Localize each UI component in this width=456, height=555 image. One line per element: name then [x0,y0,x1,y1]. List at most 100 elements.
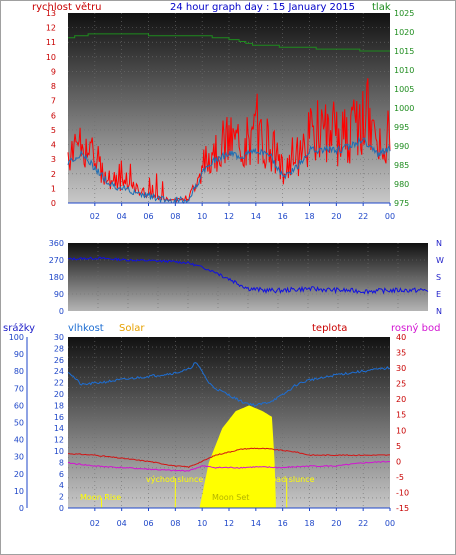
pressure-tick: 1000 [394,104,414,113]
direction-compass-tick: N [436,307,442,316]
wind-speed-label: rychlost větru [32,1,102,13]
x-tick-label: 00 [385,519,395,528]
sunset-label: západ slunce [262,475,315,484]
pressure-tick: 1020 [394,28,414,37]
direction-degree-tick: 180 [49,273,64,282]
x-tick-label: 04 [117,212,127,221]
humidity-tick: 16 [54,413,64,422]
pressure-series [68,33,390,52]
direction-compass-tick: W [436,256,444,265]
solar-label: Solar [119,323,145,334]
humidity-tick: 2 [59,493,64,502]
temperature-tick: 40 [396,333,406,342]
wind-speed-tick: 5 [51,126,56,135]
direction-compass-tick: S [436,273,441,282]
x-tick-label: 20 [331,519,341,528]
wind-speed-tick: 0 [51,199,56,208]
chart-marks [67,33,429,508]
solar-area [199,405,276,508]
humidity-tick: 10 [54,447,64,456]
x-tick-label: 18 [304,212,314,221]
wind-speed-tick: 12 [46,24,56,33]
wind-speed-series [67,78,391,203]
precip-tick: 50 [14,419,24,428]
precip-tick: 10 [14,487,24,496]
x-tick-label: 06 [143,212,153,221]
pressure-tick: 1005 [394,85,414,94]
x-tick-label: 20 [331,212,341,221]
humidity-tick: 20 [54,390,64,399]
wind-speed-tick: 4 [51,141,56,150]
pressure-tick: 995 [394,123,409,132]
temperature-tick: -10 [396,488,409,497]
x-tick-label: 00 [385,212,395,221]
humidity-tick: 12 [54,436,64,445]
wind-speed-tick: 8 [51,82,56,91]
precip-tick: 80 [14,367,24,376]
x-tick-label: 10 [197,519,207,528]
humidity-label: vlhkost [68,323,104,334]
x-tick-label: 22 [358,212,368,221]
pressure-tick: 990 [394,142,409,151]
direction-compass-tick: E [436,290,441,299]
temperature-tick: 5 [396,442,401,451]
temperature-tick: 0 [396,457,401,466]
humidity-tick: 0 [59,504,64,513]
humidity-tick: 8 [59,458,64,467]
pressure-tick: 1015 [394,47,414,56]
wind-direction-series [67,256,429,295]
sunrise-label: východ slunce [146,475,203,484]
x-tick-label: 02 [90,212,100,221]
precip-tick: 40 [14,436,24,445]
pressure-tick: 1010 [394,66,414,75]
x-tick-label: 02 [90,519,100,528]
wind-speed-tick: 13 [46,9,56,18]
x-tick-label: 08 [170,212,180,221]
dewpoint-label: rosný bod [391,322,440,334]
precip-tick: 70 [14,384,24,393]
x-tick-label: 14 [251,212,261,221]
direction-degree-tick: 90 [54,290,64,299]
x-tick-label: 08 [170,519,180,528]
precip-tick: 20 [14,470,24,479]
pressure-tick: 980 [394,180,409,189]
temperature-tick: 35 [396,349,406,358]
moon-set-label: Moon Set [212,493,249,502]
precip-tick: 0 [19,504,24,513]
x-tick-label: 14 [251,519,261,528]
pressure-label: tlak [372,2,391,13]
dewpoint-series [68,460,391,472]
x-tick-label: 18 [304,519,314,528]
humidity-tick: 18 [54,401,64,410]
precip-tick: 30 [14,453,24,462]
wind-speed-tick: 10 [46,53,56,62]
direction-compass-tick: N [436,239,442,248]
temperature-tick: 30 [396,364,406,373]
temperature-tick: 10 [396,426,406,435]
chart-title: 24 hour graph day : 15 January 2015 [170,2,355,13]
humidity-tick: 24 [54,367,64,376]
x-tick-label: 22 [358,519,368,528]
temperature-tick: 20 [396,395,406,404]
humidity-series [67,362,391,408]
x-tick-label: 16 [278,519,288,528]
wind-speed-tick: 6 [51,111,56,120]
wind-speed-tick: 1 [51,184,56,193]
humidity-tick: 30 [54,333,64,342]
temperature-series [68,447,390,469]
temperature-label: teplota [312,323,347,334]
direction-degree-tick: 270 [49,256,64,265]
humidity-tick: 22 [54,379,64,388]
humidity-tick: 26 [54,356,64,365]
precip-tick: 100 [9,333,24,342]
x-tick-label: 06 [143,519,153,528]
wind-average-series [67,136,391,204]
humidity-tick: 4 [59,481,64,490]
direction-degree-tick: 360 [49,239,64,248]
pressure-tick: 1025 [394,9,414,18]
temperature-tick: -5 [396,473,404,482]
x-tick-label: 10 [197,212,207,221]
x-tick-label: 04 [117,519,127,528]
